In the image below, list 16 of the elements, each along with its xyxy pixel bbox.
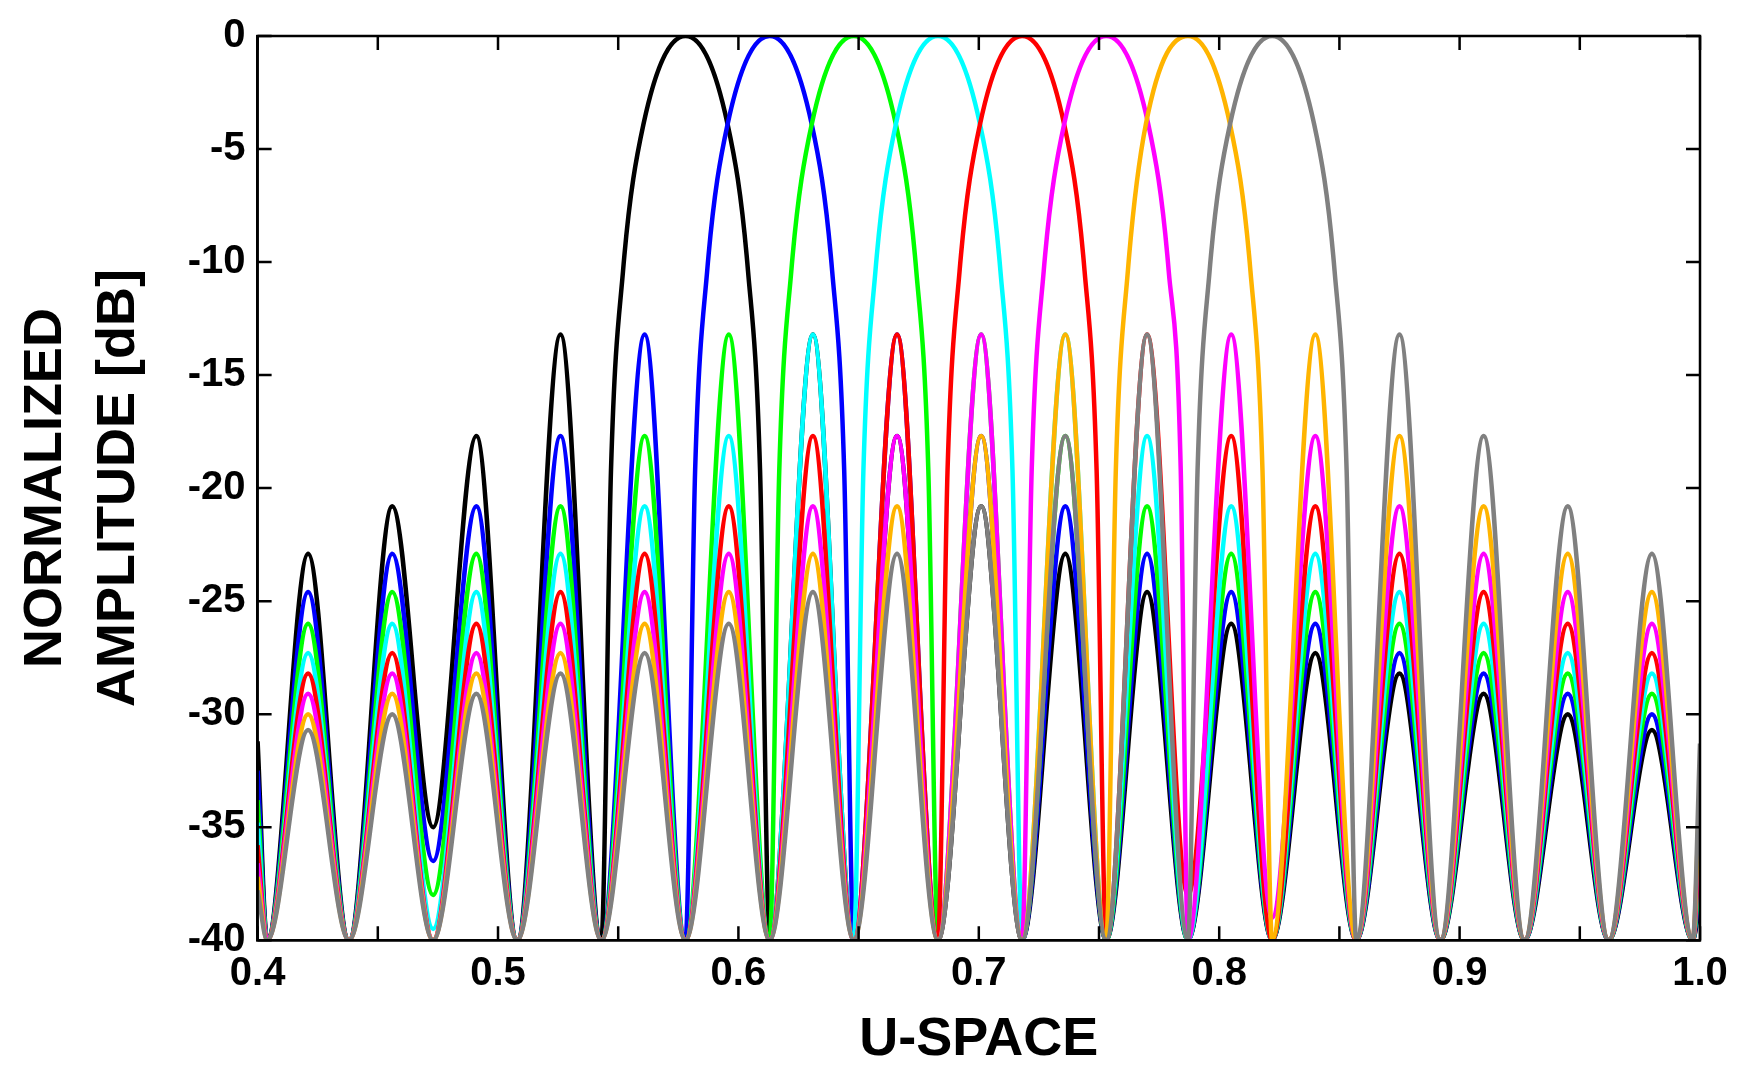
y-tick-label: -10 (187, 237, 246, 282)
y-tick-label: -25 (187, 576, 246, 621)
x-tick-label: 0.8 (1191, 949, 1248, 994)
x-tick-label: 0.6 (710, 949, 767, 994)
y-tick-label: -35 (187, 802, 246, 847)
y-tick-label: 0 (223, 11, 246, 56)
x-tick-label: 1.0 (1672, 949, 1728, 994)
y-axis-title: NORMALIZED AMPLITUDE [dB] (12, 269, 146, 708)
y-tick-label: -30 (187, 689, 246, 734)
x-tick-label: 0.9 (1431, 949, 1488, 994)
x-axis-title: U-SPACE (859, 1006, 1099, 1067)
x-tick-label: 0.7 (951, 949, 1007, 994)
x-tick-label: 0.5 (470, 949, 526, 994)
y-tick-label: -20 (187, 463, 246, 508)
y-tick-label: -15 (187, 350, 246, 395)
y-tick-label: -5 (210, 124, 246, 169)
